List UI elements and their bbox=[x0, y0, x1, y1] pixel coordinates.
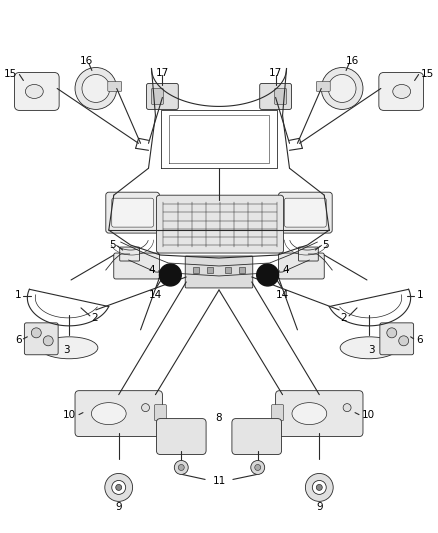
Text: 5: 5 bbox=[322, 240, 329, 250]
Text: 3: 3 bbox=[63, 345, 69, 355]
FancyBboxPatch shape bbox=[14, 72, 59, 110]
FancyBboxPatch shape bbox=[285, 198, 326, 227]
FancyBboxPatch shape bbox=[108, 82, 122, 92]
Text: 16: 16 bbox=[79, 55, 92, 66]
Bar bbox=[207, 267, 213, 273]
Ellipse shape bbox=[292, 402, 327, 425]
FancyBboxPatch shape bbox=[156, 195, 283, 253]
Bar bbox=[225, 267, 231, 273]
Circle shape bbox=[43, 336, 53, 346]
Text: 2: 2 bbox=[340, 313, 347, 323]
Ellipse shape bbox=[92, 402, 126, 425]
Text: 6: 6 bbox=[417, 335, 423, 345]
Bar bbox=[239, 267, 245, 273]
Circle shape bbox=[399, 336, 409, 346]
FancyBboxPatch shape bbox=[112, 198, 153, 227]
Text: 4: 4 bbox=[283, 265, 289, 275]
Text: 14: 14 bbox=[149, 290, 162, 300]
Text: 8: 8 bbox=[215, 413, 223, 423]
Text: 17: 17 bbox=[269, 68, 282, 77]
Text: 5: 5 bbox=[109, 240, 116, 250]
Circle shape bbox=[174, 461, 188, 474]
Circle shape bbox=[159, 264, 181, 286]
Ellipse shape bbox=[328, 75, 356, 102]
Circle shape bbox=[251, 461, 265, 474]
FancyBboxPatch shape bbox=[276, 391, 363, 437]
FancyBboxPatch shape bbox=[147, 84, 178, 109]
FancyBboxPatch shape bbox=[279, 192, 332, 233]
FancyBboxPatch shape bbox=[25, 323, 58, 355]
Ellipse shape bbox=[25, 84, 43, 99]
Text: 3: 3 bbox=[369, 345, 375, 355]
Text: 1: 1 bbox=[417, 290, 423, 300]
Text: 15: 15 bbox=[420, 69, 434, 78]
Circle shape bbox=[112, 480, 126, 495]
FancyBboxPatch shape bbox=[298, 247, 318, 261]
Text: 9: 9 bbox=[316, 503, 323, 512]
FancyBboxPatch shape bbox=[155, 405, 166, 421]
Text: 6: 6 bbox=[15, 335, 21, 345]
Circle shape bbox=[387, 328, 397, 338]
FancyBboxPatch shape bbox=[120, 247, 140, 261]
Text: 14: 14 bbox=[276, 290, 289, 300]
Ellipse shape bbox=[393, 84, 411, 99]
Circle shape bbox=[255, 464, 261, 471]
FancyBboxPatch shape bbox=[380, 323, 413, 355]
Circle shape bbox=[105, 473, 133, 502]
Circle shape bbox=[343, 403, 351, 411]
Text: 15: 15 bbox=[4, 69, 18, 78]
FancyBboxPatch shape bbox=[260, 84, 291, 109]
Circle shape bbox=[257, 264, 279, 286]
FancyBboxPatch shape bbox=[114, 253, 159, 279]
FancyBboxPatch shape bbox=[379, 72, 424, 110]
Ellipse shape bbox=[321, 68, 363, 109]
FancyBboxPatch shape bbox=[232, 418, 282, 455]
Text: 10: 10 bbox=[362, 410, 375, 419]
FancyBboxPatch shape bbox=[106, 192, 159, 233]
Circle shape bbox=[312, 480, 326, 495]
Circle shape bbox=[141, 403, 149, 411]
Text: 10: 10 bbox=[63, 410, 76, 419]
Ellipse shape bbox=[340, 337, 398, 359]
Text: 4: 4 bbox=[149, 265, 155, 275]
FancyBboxPatch shape bbox=[275, 88, 286, 104]
Ellipse shape bbox=[82, 75, 110, 102]
FancyBboxPatch shape bbox=[185, 256, 253, 288]
Ellipse shape bbox=[75, 68, 117, 109]
Circle shape bbox=[178, 464, 184, 471]
Ellipse shape bbox=[40, 337, 98, 359]
FancyBboxPatch shape bbox=[152, 88, 163, 104]
FancyBboxPatch shape bbox=[316, 82, 330, 92]
FancyBboxPatch shape bbox=[272, 405, 283, 421]
FancyBboxPatch shape bbox=[156, 418, 206, 455]
Circle shape bbox=[305, 473, 333, 502]
Circle shape bbox=[32, 328, 41, 338]
FancyBboxPatch shape bbox=[279, 253, 324, 279]
FancyBboxPatch shape bbox=[75, 391, 162, 437]
Text: 1: 1 bbox=[15, 290, 21, 300]
Circle shape bbox=[316, 484, 322, 490]
Text: 16: 16 bbox=[346, 55, 359, 66]
Bar bbox=[193, 267, 199, 273]
Text: 9: 9 bbox=[115, 503, 122, 512]
Text: 17: 17 bbox=[156, 68, 169, 77]
Text: 2: 2 bbox=[91, 313, 98, 323]
Circle shape bbox=[116, 484, 122, 490]
Text: 11: 11 bbox=[212, 477, 226, 487]
